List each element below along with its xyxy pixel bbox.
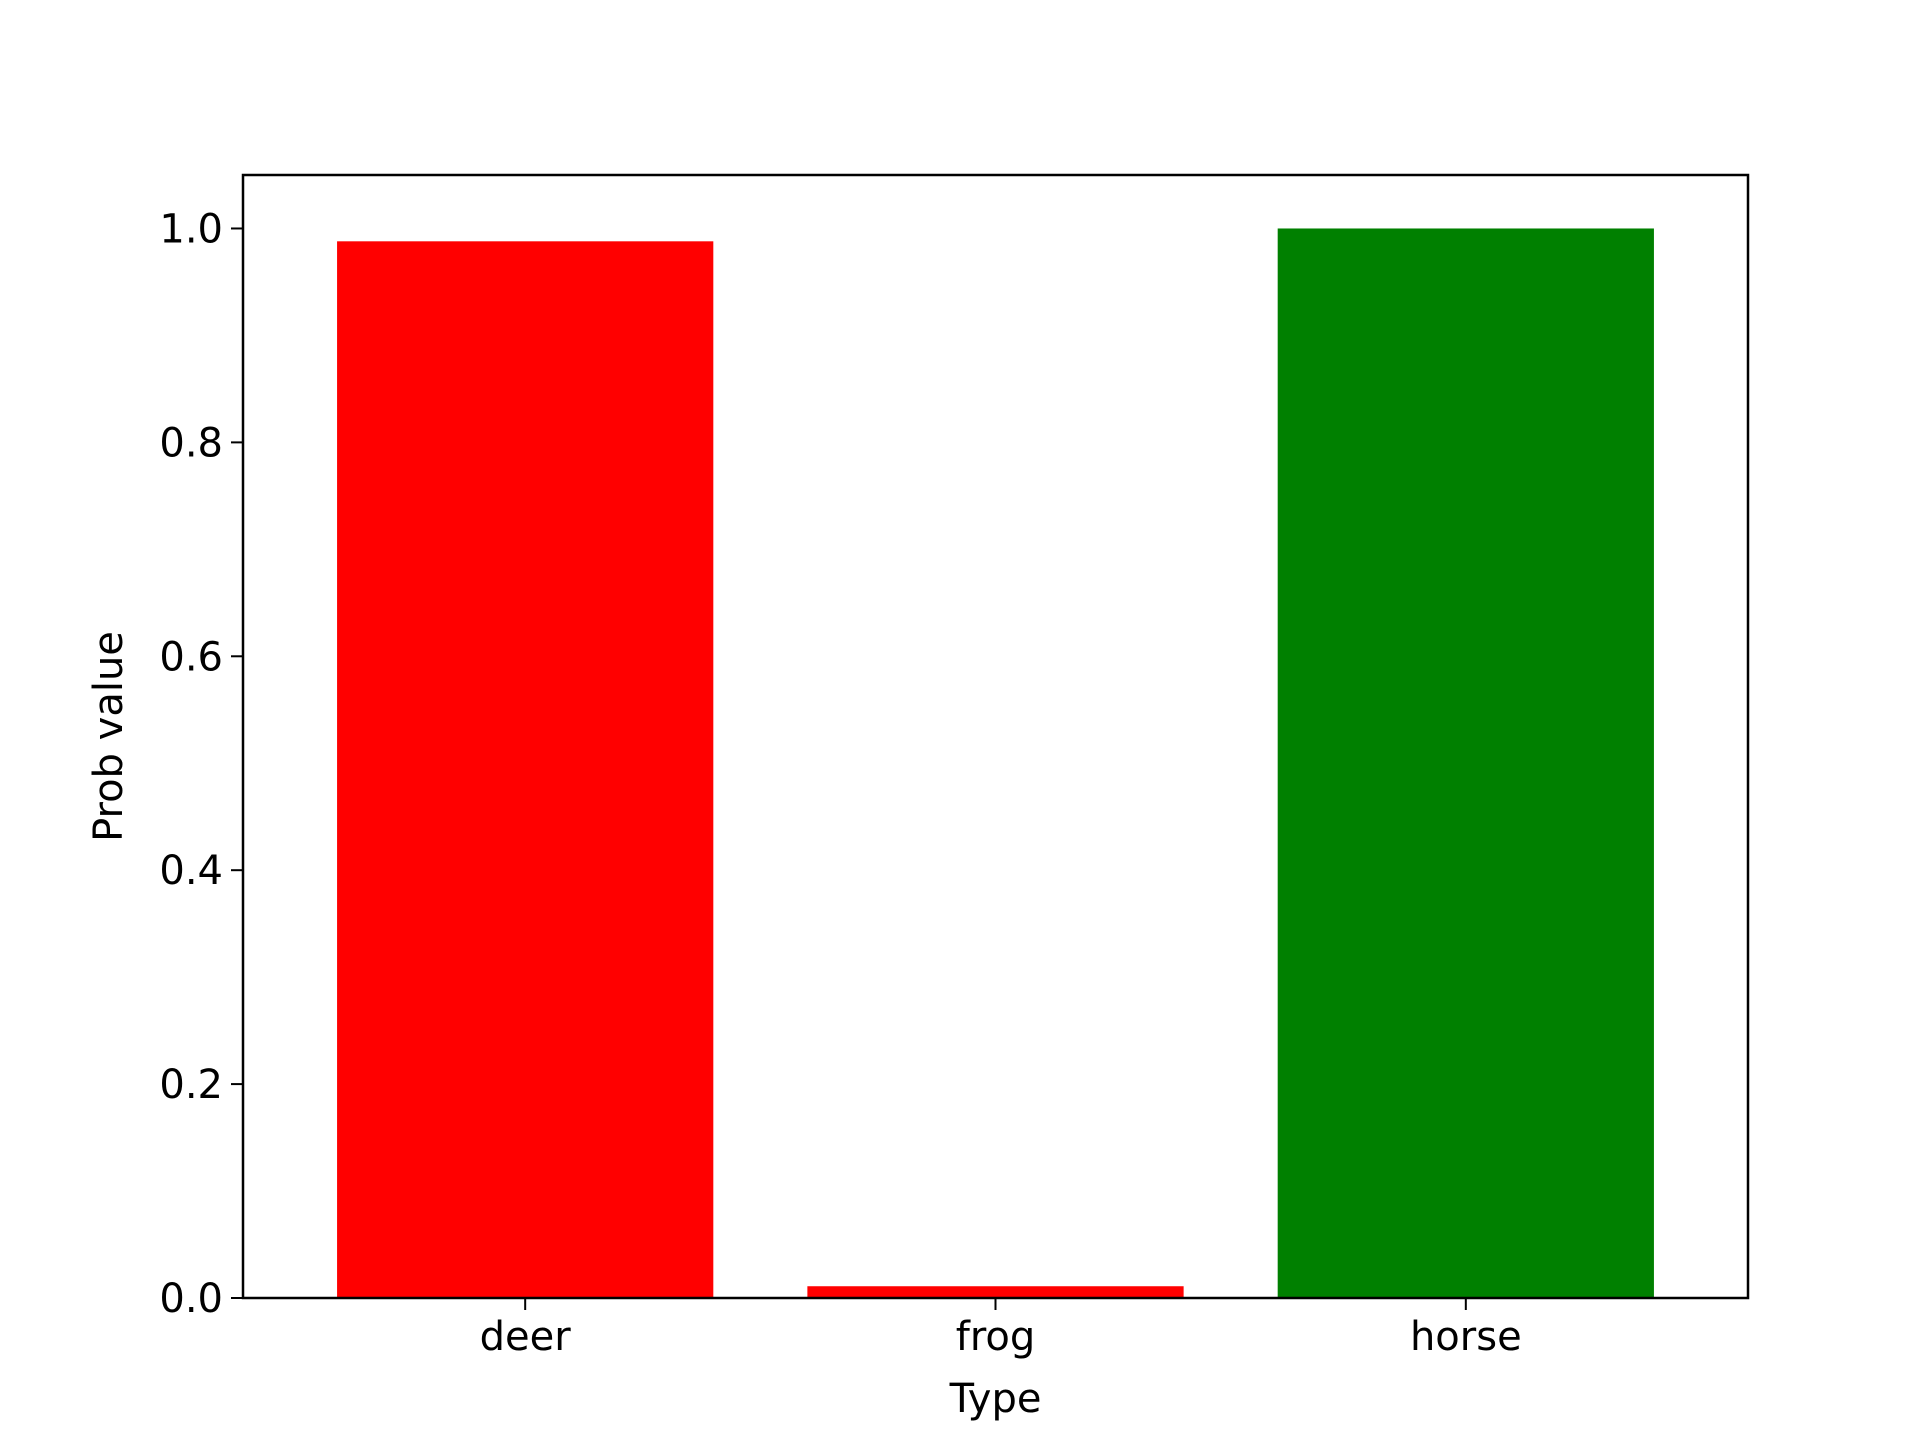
y-tick-label: 0.2 — [159, 1062, 223, 1108]
y-tick-label: 1.0 — [159, 206, 223, 252]
y-tick-label: 0.0 — [159, 1276, 223, 1322]
y-tick-label: 0.8 — [159, 420, 223, 466]
x-axis-label: Type — [949, 1376, 1042, 1422]
x-tick-label: deer — [480, 1314, 572, 1360]
x-tick-label: horse — [1410, 1314, 1522, 1360]
y-tick-label: 0.6 — [159, 634, 223, 680]
y-tick-label: 0.4 — [159, 848, 223, 894]
bars-layer — [337, 228, 1654, 1299]
y-axis-ticks: 0.0 0.2 0.4 0.6 0.8 1.0 — [159, 206, 243, 1322]
bar-deer — [337, 241, 714, 1299]
bar-frog — [807, 1286, 1184, 1298]
y-axis-label: Prob value — [86, 631, 132, 842]
bar-horse — [1277, 228, 1654, 1298]
x-axis-ticks: deer frog horse — [480, 1298, 1522, 1360]
x-tick-label: frog — [956, 1314, 1036, 1360]
